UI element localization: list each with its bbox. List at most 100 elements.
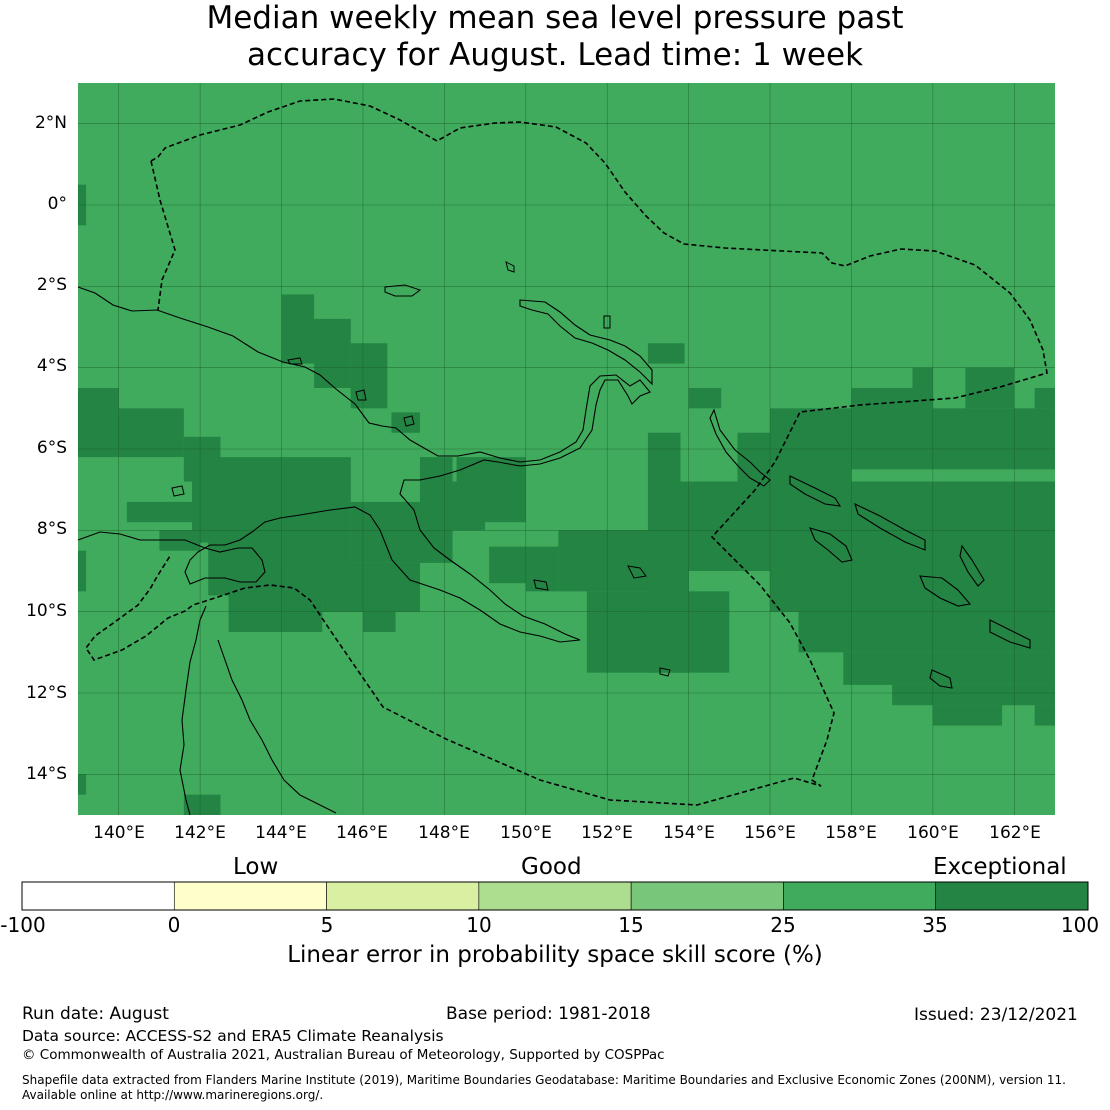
exceptional-cell [1034,705,1055,726]
copyright: © Commonwealth of Australia 2021, Austra… [22,1047,665,1063]
lon-label: 140°E [93,823,145,843]
exceptional-cell [78,550,87,592]
exceptional-cell [770,481,1055,612]
colorbar-tick: 25 [770,913,796,937]
exceptional-cell [1034,388,1055,409]
exceptional-cell [932,705,1003,726]
shapefile-credit-1: Shapefile data extracted from Flanders M… [22,1073,1066,1087]
colorbar-tick: 0 [167,913,181,937]
lon-label: 142°E [174,823,226,843]
exceptional-cell [228,571,282,632]
category-good: Good [521,854,582,880]
shapefile-credit-2: Available online at http://www.marinereg… [22,1088,324,1102]
colorbar [21,881,1089,911]
exceptional-cell [391,412,420,433]
small-islands [171,261,671,677]
colorbar-bin [783,881,937,911]
base-period: Base period: 1981-2018 [446,1004,651,1024]
lat-label: 2°N [34,113,67,133]
run-date: Run date: August [22,1004,169,1024]
exceptional-cell [489,546,526,584]
exceptional-cell [78,388,119,458]
exceptional-cell [183,794,221,815]
exceptional-cell [664,632,697,653]
colorbar-title: Linear error in probability space skill … [287,942,823,968]
category-low: Low [233,854,279,880]
colorbar-tick: 10 [466,913,492,937]
exceptional-cell [456,457,526,523]
eez-boundary-west [150,160,176,311]
lon-label: 158°E [825,823,877,843]
map-title: Median weekly mean sea level pressure pa… [0,0,1110,74]
new-britain-coastline [519,299,653,386]
lon-label: 156°E [744,823,796,843]
exceptional-cell [647,343,685,364]
exceptional-cell [322,562,420,612]
exceptional-cell [78,774,87,795]
cape-york-coastline [179,605,337,816]
exceptional-cell [798,611,1055,653]
map-area [77,83,1055,816]
lon-label: 148°E [418,823,470,843]
issued-date: Issued: 23/12/2021 [914,1005,1078,1025]
colorbar-frame [21,881,1089,911]
solomon-islands-coastline [789,475,1031,689]
exceptional-cell [350,343,388,409]
category-exceptional: Exceptional [933,854,1067,880]
exceptional-cell [281,457,351,571]
colorbar-bin [935,881,1089,911]
exceptional-cell [419,457,453,563]
colorbar-bin [326,881,480,911]
exceptional-cell [647,432,681,563]
exceptional-cells [78,184,1055,815]
colorbar-tick: 15 [618,913,644,937]
exceptional-cell [191,457,282,543]
colorbar-tick: 35 [922,913,948,937]
bougainville-coastline [709,408,771,487]
exceptional-cell [680,481,771,571]
title-line-1: Median weekly mean sea level pressure pa… [206,0,904,36]
lat-label: 8°S [36,519,67,539]
lat-label: 10°S [26,601,67,621]
data-source: Data source: ACCESS-S2 and ERA5 Climate … [22,1027,444,1045]
colorbar-bin [478,881,632,911]
lon-label: 162°E [989,823,1041,843]
gridlines [78,83,1055,815]
lon-label: 152°E [581,823,633,843]
exceptional-cell [281,571,323,632]
lat-label: 6°S [36,438,67,458]
colorbar-bin [173,881,327,911]
lat-label: 2°S [36,275,67,295]
title-line-2: accuracy for August. Lead time: 1 week [246,37,864,73]
lat-label: 14°S [26,764,67,784]
colorbar-tick: -100 [0,913,46,937]
exceptional-cell [118,408,184,458]
colorbar-tick: 100 [1060,913,1100,937]
exceptional-cell [770,408,852,449]
colorbar-tick: 5 [320,913,334,937]
colorbar-bin [21,881,175,911]
lat-label: 4°S [36,356,67,376]
exceptional-cell [126,501,192,523]
lon-label: 154°E [663,823,715,843]
exceptional-cell [843,652,1055,685]
exceptional-cell [965,367,1015,409]
exceptional-cell [525,546,559,592]
exceptional-cell [851,408,1055,470]
lon-label: 144°E [255,823,307,843]
exceptional-cell [281,294,315,364]
exceptional-cell [892,684,1055,706]
exceptional-cell [350,501,420,563]
new-guinea-coastline [77,286,651,643]
exceptional-cell [314,318,351,388]
lon-label: 160°E [907,823,959,843]
lat-label: 0° [47,194,67,214]
eez-boundary [85,98,1048,806]
exceptional-cell [912,367,933,388]
lat-label: 12°S [26,683,67,703]
lon-label: 146°E [336,823,388,843]
colorbar-bin [630,881,784,911]
lon-label: 150°E [500,823,552,843]
exceptional-cell [362,611,396,632]
